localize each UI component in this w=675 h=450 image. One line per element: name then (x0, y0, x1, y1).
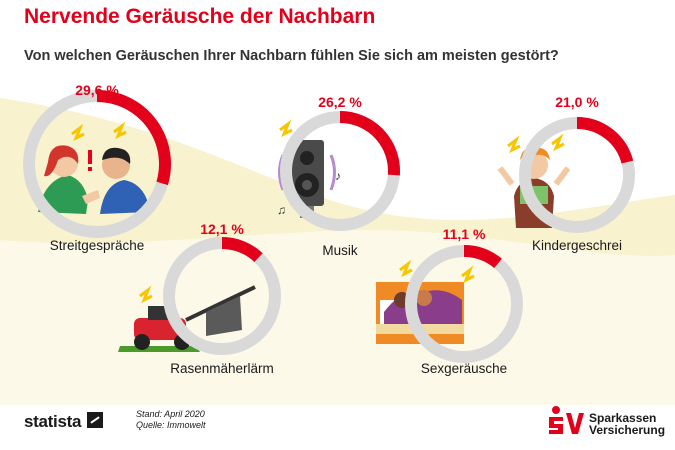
source-note: Quelle: Immowelt (136, 420, 206, 430)
category-label-sexgeraeusche: Sexgeräusche (421, 361, 507, 376)
chart-title: Nervende Geräusche der Nachbarn (24, 5, 376, 28)
category-label-streitgespraeche: Streitgespräche (50, 238, 145, 253)
statista-mark-icon (87, 412, 103, 428)
chart-subtitle: Von welchen Geräuschen Ihrer Nachbarn fü… (24, 48, 559, 64)
category-label-rasenmaeherlaerm: Rasenmäherlärm (170, 361, 274, 376)
donut-value-arc-streitgespraeche (96, 90, 171, 186)
value-label-streitgespraeche: 29,6 % (75, 82, 119, 98)
donut-value-arc-musik (339, 111, 400, 176)
category-label-musik: Musik (322, 243, 358, 258)
value-label-sexgeraeusche: 11,1 % (443, 226, 486, 242)
donut-value-arc-sexgeraeusche (463, 245, 502, 269)
value-label-rasenmaeherlaerm: 12,1 % (200, 221, 244, 237)
svg-text:♪: ♪ (335, 169, 341, 183)
source-date: Stand: April 2020 (136, 409, 205, 419)
lawn-mower-icon (118, 285, 256, 352)
svg-text:♫: ♫ (277, 203, 286, 217)
donut-value-arc-kindergeschrei (576, 117, 634, 164)
logo-line-2: Versicherung (589, 423, 666, 437)
category-label-kindergeschrei: Kindergeschrei (532, 238, 622, 253)
value-label-musik: 26,2 % (318, 94, 362, 110)
statista-logo: statista (24, 412, 82, 431)
arguing-couple-icon (38, 121, 150, 214)
sparkassen-logo-icon (549, 406, 584, 434)
logo-line-1: Sparkassen (589, 411, 657, 425)
donut-value-arc-rasenmaeherlaerm (221, 237, 263, 263)
value-label-kindergeschrei: 21,0 % (555, 94, 599, 110)
